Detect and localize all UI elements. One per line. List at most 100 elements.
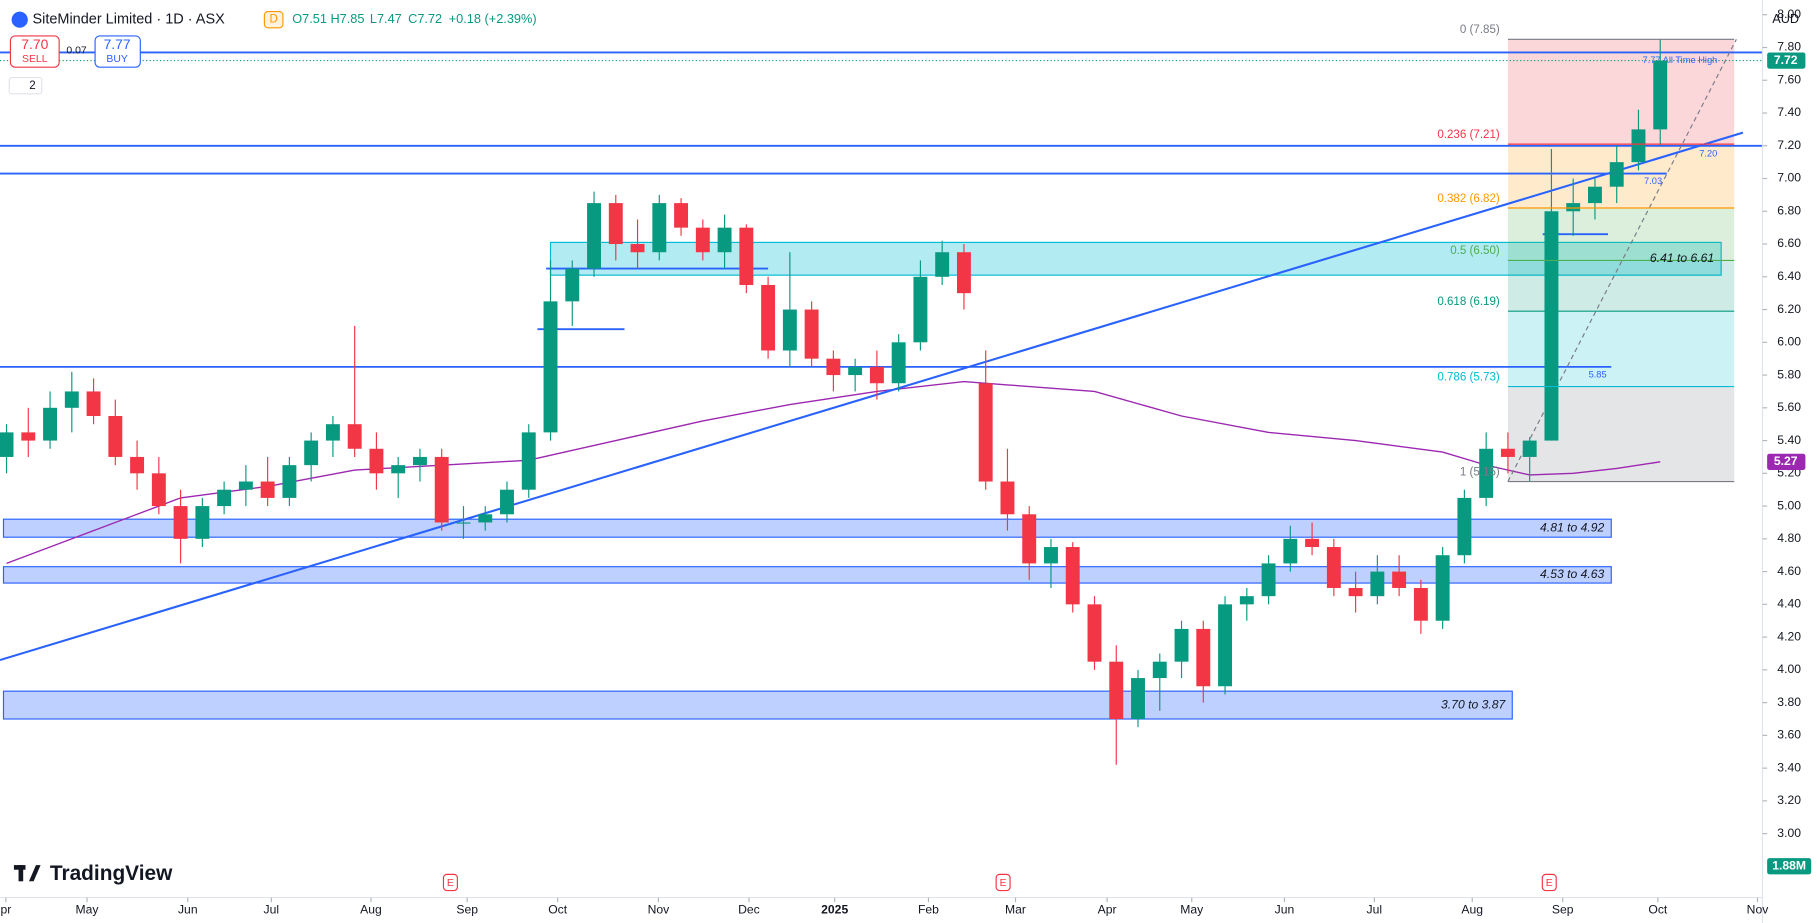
candle-body [956,252,971,294]
y-tick-label: 8.00 [1777,7,1801,21]
candle-body [304,440,319,466]
y-tick-label: 6.20 [1777,302,1801,316]
currency[interactable]: AUD [1772,11,1799,26]
candle-body [1022,514,1037,564]
candle-body [86,391,101,417]
y-tick-label: 4.40 [1777,597,1801,611]
candle-body [1587,186,1602,204]
candle-body [717,227,732,253]
candle-body [913,276,928,343]
candle-body [21,432,36,441]
ohlc-close: C7.72 [408,11,442,26]
x-tick-label: pr [0,902,11,916]
volume-label: 1.88M [1772,858,1806,872]
candle-body [1631,129,1646,163]
x-tick-label: Feb [918,902,939,916]
candle-body [1348,587,1363,597]
candle-body [195,506,210,539]
earnings-label: E [1000,878,1007,889]
plot-area: 7.77 All Time High 7.20 7.03 5.85 0 (7.85) 0.… [0,24,1763,892]
y-tick-label: 7.00 [1777,171,1801,185]
candle-body [173,506,188,539]
candle-body [1609,162,1624,187]
candle-body [1392,571,1407,588]
x-tick-label: Nov [1747,902,1770,916]
ohlc-change: +0.18 (+2.39%) [449,11,537,26]
badge-label: D [269,14,277,26]
candle-body [891,342,906,384]
candle-body [1283,538,1298,564]
badge [263,11,284,29]
y-tick-label: 3.00 [1777,826,1801,840]
buy-label[interactable]: BUY [106,54,127,65]
candle-body [1653,60,1668,130]
y-tick-label: 7.20 [1777,138,1801,152]
candle-body [761,284,776,351]
x-tick-label: May [1180,902,1204,916]
sell-label[interactable]: SELL [22,54,48,65]
volume-label-box [1767,858,1812,875]
candle-body [1044,547,1058,564]
x-tick-label: Aug [1461,902,1483,916]
fib-band [1507,39,1735,145]
candle-body [64,391,79,408]
fib-label: 0.236 (7.21) [1437,129,1500,141]
candle-body [869,366,884,384]
candle-body [587,203,601,269]
layers-toggle[interactable] [8,77,43,95]
candle-body [217,489,232,507]
candle-body [369,448,384,474]
logo: TradingView [50,862,173,885]
fib-label: 0.382 (6.82) [1437,193,1500,205]
candle-body [434,456,449,523]
candle-body [1239,596,1254,605]
x-tick-label: Jun [1275,902,1295,916]
zone [2,518,1612,538]
candle-body [1305,538,1320,548]
candle-body [565,268,580,302]
layers-count[interactable]: 2 [29,80,35,92]
x-tick-label: May [76,902,100,916]
horizontal-line-label: 7.03 [1644,176,1662,186]
candle-body [391,465,406,474]
ma-label-box [1767,453,1806,470]
candle-body [1065,547,1080,605]
sell-price[interactable]: 7.70 [21,36,48,52]
candle-body [782,309,797,351]
y-tick-label: 4.00 [1777,662,1801,676]
candle-body [1131,678,1145,720]
x-tick-label: Nov [648,902,671,916]
earnings-label: E [447,878,454,889]
buy-button[interactable] [94,35,141,68]
candle-body [1370,571,1385,597]
candle-body [238,481,253,490]
x-tick-label: Sep [1552,902,1574,916]
ohlc-low: L7.47 [370,11,402,26]
fib-label: 1 (5.15) [1460,466,1500,478]
candle-body [608,203,623,245]
x-tick-label: Jun [178,902,198,916]
zone-label: 4.81 to 4.92 [1540,520,1604,534]
candle-body [1326,547,1341,588]
x-tick-label: Sep [456,902,478,916]
buy-price[interactable]: 7.77 [104,36,131,52]
candle-body [0,432,14,457]
horizontal-line-label: 7.20 [1699,148,1717,158]
y-tick-label: 5.40 [1777,433,1801,447]
y-tick-label: 7.40 [1777,105,1801,119]
candle-body [521,432,536,490]
x-tick-label: Mar [1005,902,1026,916]
sell-button[interactable] [9,35,60,68]
horizontal-line-label: 5.85 [1589,369,1607,379]
candle-body [43,407,58,441]
candle-body [630,244,645,253]
fib-band [1507,260,1735,312]
candle-body [1566,203,1581,212]
fib-label: 0.786 (5.73) [1437,371,1500,383]
candle-body [1196,628,1211,687]
candle-body [500,489,514,515]
candle-body [325,424,340,441]
candle-body [652,203,667,253]
last-price-label: 7.72 [1774,53,1798,67]
